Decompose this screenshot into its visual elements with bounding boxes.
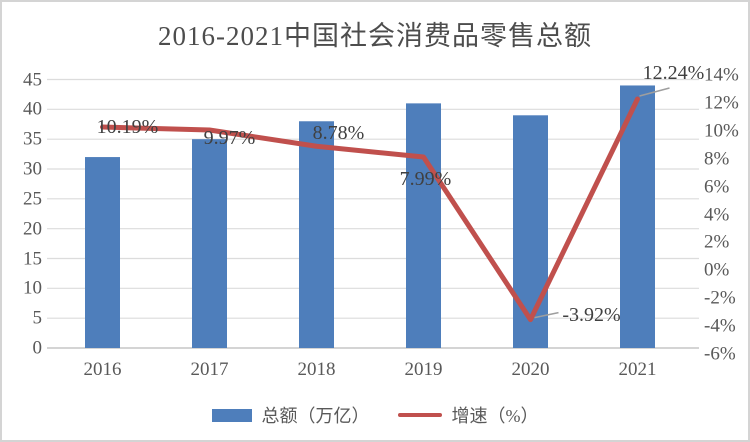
x-axis-label-2017: 2017 [190,359,229,380]
x-axis-label-2016: 2016 [83,359,122,380]
x-axis-label-2018: 2018 [297,359,336,380]
left-axis-tick-45: 45 [23,69,42,90]
left-axis-tick-40: 40 [23,98,42,120]
x-axis-label-2020: 2020 [511,359,550,380]
bar-2019 [406,103,441,348]
right-axis-tick-6%: 6% [704,176,730,198]
left-axis-tick-30: 30 [23,158,42,180]
growth-line [100,96,640,323]
left-axis-tick-0: 0 [32,337,43,359]
legend-bar-swatch-icon [211,408,252,422]
legend-line-swatch-icon [397,413,442,417]
data-label-2021: 12.24% [642,62,705,85]
right-axis-tick--2%: -2% [704,287,736,309]
left-axis-tick-25: 25 [23,188,42,210]
x-axis-label-2019: 2019 [404,359,443,380]
right-axis-tick-2%: 2% [704,231,730,253]
leader-line-2021 [639,87,670,97]
left-axis-tick-15: 15 [23,248,42,269]
bar-2021 [620,85,655,348]
bar-2017 [192,139,227,348]
chart-title: 2016-2021中国社会消费品零售总额 [158,21,592,51]
bar-2020 [513,115,548,348]
data-label-2016: 10.19% [96,116,159,138]
right-axis-tick--4%: -4% [704,315,736,337]
data-label-2019: 7.99% [399,168,452,191]
right-axis-tick-12%: 12% [704,92,739,114]
left-axis-tick-20: 20 [23,218,42,240]
leader-line-2020 [534,311,559,319]
legend-bar-label: 总额（万亿） [261,406,370,426]
legend-line-label: 增速（%） [451,406,539,426]
right-axis-tick-10%: 10% [704,120,739,142]
left-axis-tick-35: 35 [23,128,42,150]
x-axis-label-2021: 2021 [618,359,657,380]
bar-2018 [299,121,334,349]
bar-2016 [85,157,120,348]
data-label-2020: -3.92% [562,303,621,326]
right-axis-tick--6%: -6% [704,343,736,365]
right-axis-tick-4%: 4% [704,204,730,225]
left-axis-tick-10: 10 [23,277,42,299]
data-label-2017: 9.97% [203,127,256,149]
left-axis-tick-5: 5 [32,307,43,329]
right-axis-tick-0%: 0% [704,259,730,281]
legend: 总额（万亿） 增速（%） [2,404,748,426]
right-axis-tick-14%: 14% [704,64,739,86]
right-axis-tick-8%: 8% [704,148,730,170]
data-label-2018: 8.78% [312,122,365,145]
